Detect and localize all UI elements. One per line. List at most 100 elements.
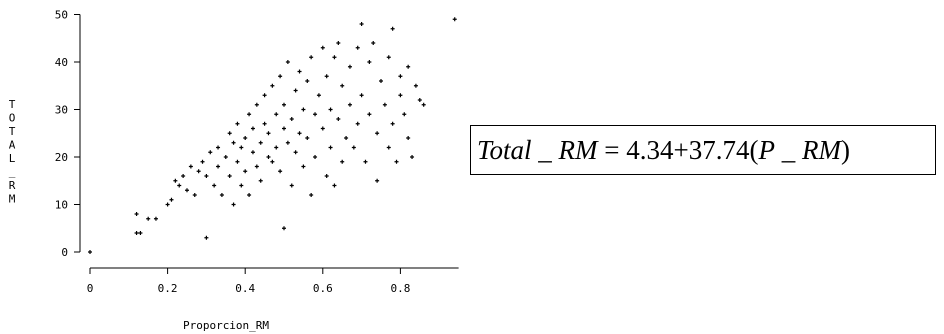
data-point	[173, 178, 178, 183]
data-point	[247, 112, 252, 117]
data-point	[204, 235, 209, 240]
equation-lhs-separator: _	[531, 134, 559, 165]
data-point	[305, 79, 310, 83]
data-point	[359, 93, 364, 98]
data-point	[297, 69, 302, 74]
data-point	[328, 145, 333, 150]
data-point	[282, 102, 286, 107]
data-point	[262, 121, 267, 126]
data-point	[258, 178, 263, 183]
data-point	[250, 126, 255, 131]
data-point	[320, 45, 325, 50]
x-tick-label: 0.4	[235, 282, 255, 295]
data-point	[340, 83, 345, 88]
data-point	[452, 17, 457, 22]
data-point	[313, 112, 318, 117]
data-point	[336, 117, 341, 121]
data-point	[243, 169, 248, 174]
data-point	[274, 112, 279, 117]
data-point	[262, 93, 267, 98]
data-point	[239, 183, 244, 188]
data-point	[340, 159, 345, 164]
y-tick-label: 40	[55, 56, 68, 69]
data-point	[406, 64, 411, 69]
data-point	[185, 188, 189, 193]
data-point	[386, 55, 391, 60]
data-point	[359, 22, 364, 26]
data-point	[347, 102, 352, 107]
data-point	[313, 155, 318, 159]
data-point	[181, 174, 186, 178]
data-point	[227, 131, 232, 136]
equation-open-paren: (	[749, 134, 759, 165]
x-tick-label: 0.8	[390, 282, 410, 295]
data-point	[235, 121, 240, 126]
data-point	[169, 197, 174, 202]
data-point	[398, 93, 403, 98]
y-tick-label: 0	[61, 246, 68, 259]
data-point	[309, 193, 314, 197]
data-point	[219, 193, 224, 197]
data-point	[216, 145, 221, 150]
data-point	[235, 159, 240, 164]
data-point	[332, 183, 337, 188]
data-point	[390, 121, 395, 126]
data-point	[316, 93, 321, 98]
data-point	[355, 121, 360, 126]
data-point	[212, 183, 217, 188]
data-point	[282, 126, 286, 131]
data-point	[324, 74, 329, 79]
data-point	[375, 131, 380, 136]
data-point	[282, 226, 286, 231]
data-point	[200, 159, 205, 164]
equation-intercept: 4.34	[626, 134, 674, 165]
y-axis-title-char: _	[9, 166, 16, 179]
data-point	[134, 212, 139, 216]
data-point	[421, 102, 426, 107]
data-point	[332, 55, 337, 60]
y-tick-label: 20	[55, 151, 68, 164]
data-point	[382, 102, 387, 107]
x-tick-label: 0.2	[158, 282, 178, 295]
data-point	[347, 64, 352, 69]
data-point	[363, 159, 368, 164]
data-point	[367, 112, 372, 117]
data-point	[289, 183, 294, 188]
data-point	[320, 126, 325, 131]
data-point	[328, 107, 333, 112]
y-axis-title-char: T	[9, 125, 16, 138]
data-point	[278, 74, 283, 79]
x-tick-label: 0.6	[313, 282, 333, 295]
y-axis-title-char: T	[9, 98, 16, 111]
equation-var-name: P	[758, 134, 776, 165]
equation-slope: 37.74	[688, 134, 750, 165]
y-axis-title-char: O	[9, 112, 16, 125]
data-point	[293, 88, 298, 93]
data-point	[138, 231, 143, 235]
y-tick-label: 10	[55, 199, 68, 212]
data-point	[270, 159, 275, 164]
equation-close-paren: )	[840, 134, 850, 165]
y-axis-title-char: R	[9, 179, 16, 192]
equation-var-separator: _	[775, 134, 802, 165]
data-point	[153, 216, 158, 221]
data-point	[402, 112, 407, 117]
data-point	[278, 169, 283, 174]
data-point	[146, 216, 151, 221]
data-point	[289, 117, 294, 121]
data-point	[398, 74, 403, 79]
data-point	[188, 164, 193, 169]
data-point	[254, 102, 259, 107]
y-axis-title-char: L	[9, 152, 16, 165]
data-point	[177, 183, 182, 188]
data-point	[231, 140, 236, 145]
x-axis-title: Proporcion_RM	[183, 319, 269, 332]
data-point	[417, 98, 422, 102]
data-point	[309, 55, 314, 60]
data-point	[390, 26, 395, 31]
data-point	[297, 131, 302, 136]
data-point	[196, 169, 201, 174]
data-point	[394, 159, 399, 164]
data-point	[301, 107, 306, 112]
data-point	[285, 140, 290, 145]
